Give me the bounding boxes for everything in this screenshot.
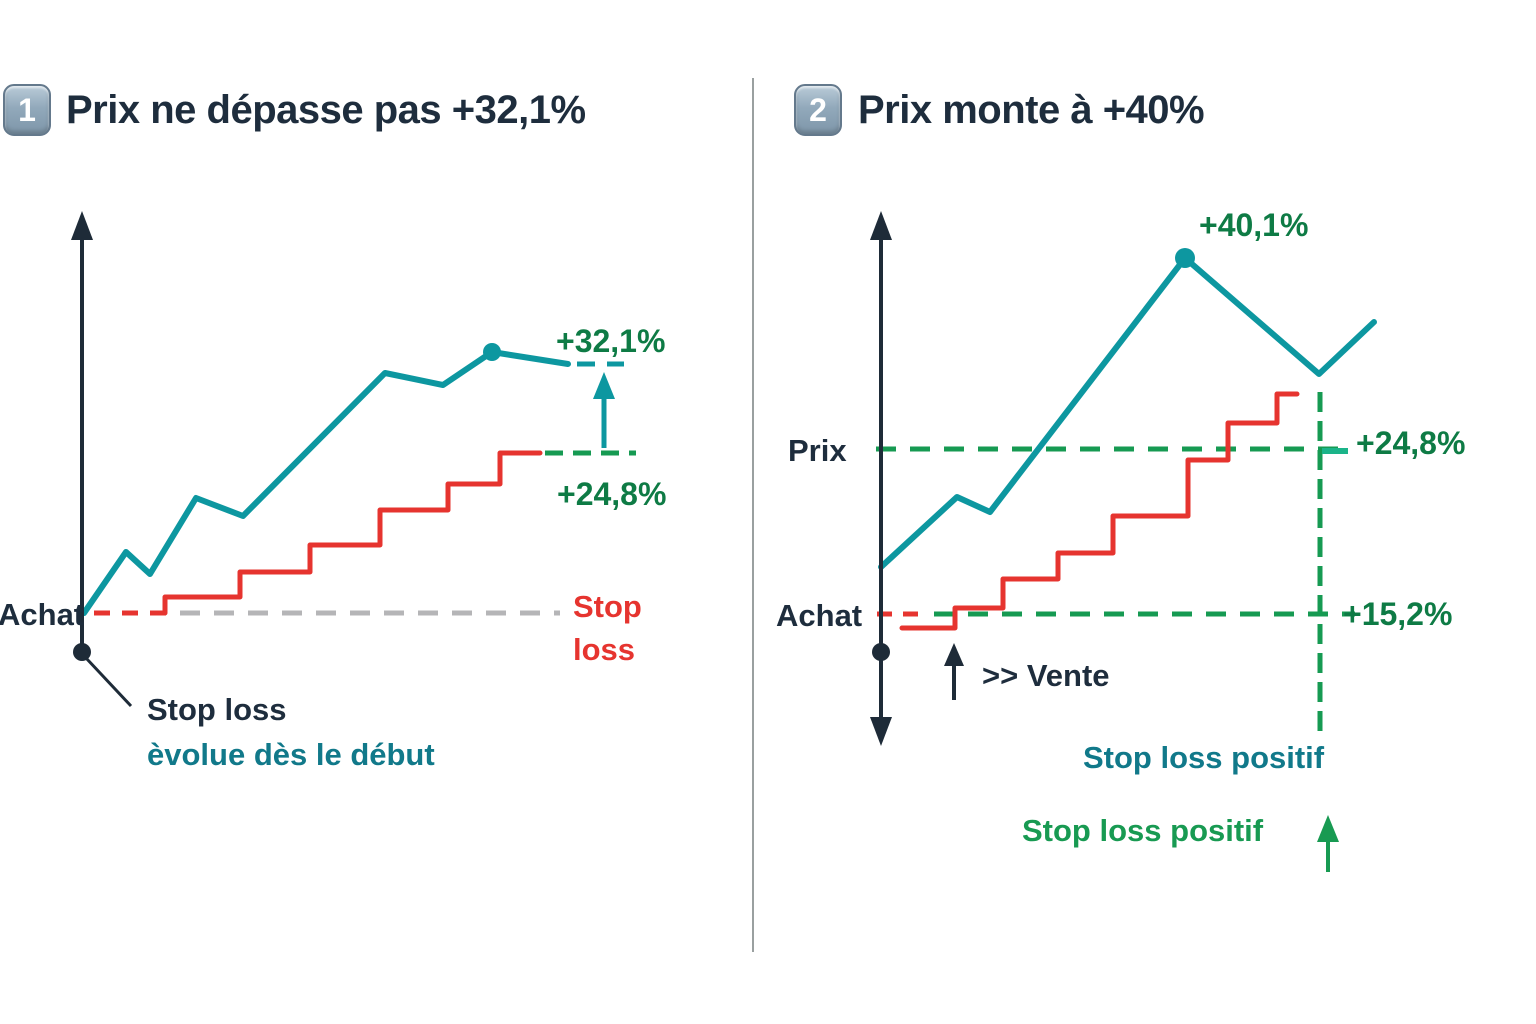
left-stop-level-pct-label: +24,8% — [557, 476, 667, 512]
vente-arrow-head — [944, 643, 964, 666]
left-gap-arrow-head — [593, 372, 615, 399]
panel-2-badge: 2 — [794, 84, 842, 136]
left-stoploss-staircase — [162, 450, 543, 616]
right-price-peak-dot — [1175, 248, 1195, 268]
panel-2-badge-number: 2 — [809, 91, 827, 128]
left-axis-arrow-up — [71, 211, 93, 240]
right-achat-dot — [872, 643, 890, 661]
left-peak-pct-label: +32,1% — [556, 323, 666, 359]
left-callout-subtitle: èvolue dès le début — [147, 737, 435, 772]
right-stoploss-staircase — [899, 391, 1300, 631]
panel-1-title: Prix ne dépasse pas +32,1% — [66, 88, 586, 132]
left-achat-dot — [73, 643, 91, 661]
panel-1-badge: 1 — [3, 84, 51, 136]
right-vente-label: >> Vente — [982, 658, 1110, 693]
right-achat-label: Achat — [776, 598, 863, 633]
green-up-arrow-head — [1317, 815, 1339, 842]
right-price-line — [878, 255, 1377, 570]
right-level-high-pct-label: +24,8% — [1356, 425, 1466, 461]
right-prix-label: Prix — [788, 433, 847, 468]
right-level-low-pct-label: +15,2% — [1343, 596, 1453, 632]
right-peak-pct-label: +40,1% — [1199, 207, 1309, 243]
right-axis-arrow-down — [870, 717, 892, 746]
left-callout-title: Stop loss — [147, 692, 287, 727]
left-callout-line — [84, 656, 133, 708]
left-stoploss-label-line2: loss — [573, 632, 636, 667]
panel-2-title: Prix monte à +40% — [858, 88, 1205, 132]
left-price-peak-dot — [483, 343, 501, 361]
left-price-line — [81, 349, 571, 616]
right-axis-arrow-up — [870, 211, 892, 240]
right-stoploss-positif-teal-label: Stop loss positif — [1083, 740, 1325, 775]
right-stoploss-positif-green-label: Stop loss positif — [1022, 813, 1264, 848]
left-achat-label: Achat — [0, 597, 85, 632]
panel-1-badge-number: 1 — [18, 91, 36, 128]
left-stoploss-label: Stop loss — [573, 585, 642, 671]
left-stoploss-label-line1: Stop — [573, 589, 642, 624]
